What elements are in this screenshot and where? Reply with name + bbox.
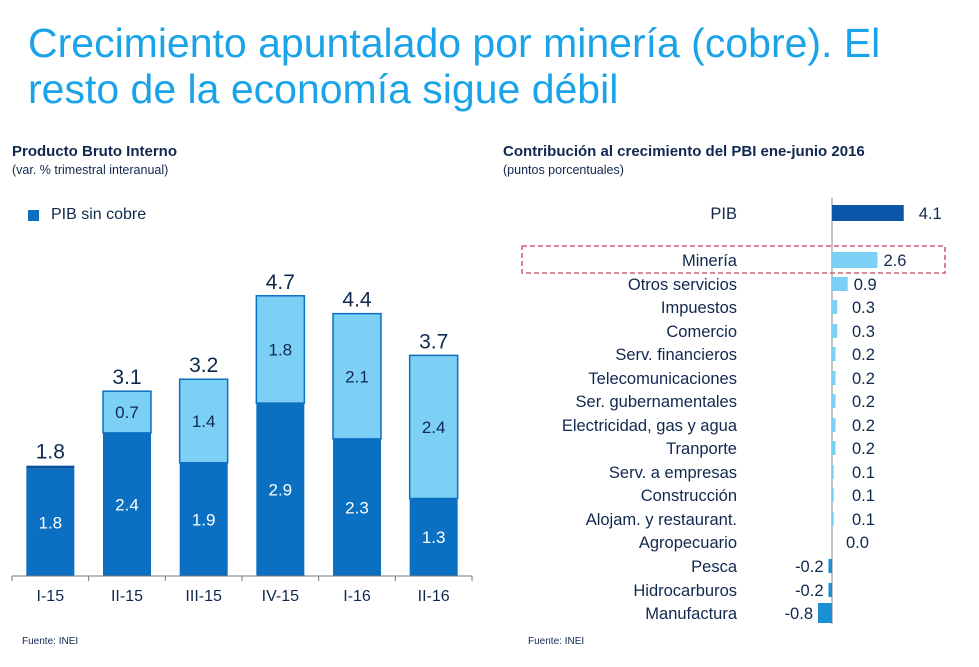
x-tick-label: I-16 bbox=[343, 588, 371, 605]
bar-pib-sin-cobre-III-15 bbox=[179, 462, 228, 576]
data-label-pib-sin-cobre: 1.9 bbox=[192, 510, 216, 529]
data-label-pib-sin-cobre: 2.3 bbox=[345, 498, 369, 517]
data-label: 4.1 bbox=[919, 205, 942, 223]
bar-cap-I-15 bbox=[26, 465, 75, 469]
bar-Serv. financieros bbox=[832, 347, 836, 361]
data-label: -0.2 bbox=[795, 582, 823, 600]
bar-Construcción bbox=[832, 488, 834, 502]
total-label: 1.8 bbox=[36, 441, 65, 464]
bar-Manufactura bbox=[818, 603, 832, 623]
data-label-cobre: 0.7 bbox=[115, 403, 139, 422]
data-label-cobre: 1.8 bbox=[269, 340, 293, 359]
data-label-cobre: 2.1 bbox=[345, 367, 369, 386]
category-label: Construcción bbox=[641, 487, 737, 505]
category-label: Comercio bbox=[666, 323, 737, 341]
bar-Comercio bbox=[832, 324, 838, 338]
category-label: Manufactura bbox=[645, 605, 738, 623]
data-label: 0.1 bbox=[852, 464, 875, 482]
category-label: PIB bbox=[710, 205, 737, 223]
category-label: Ser. gubernamentales bbox=[576, 393, 737, 411]
data-label-pib-sin-cobre: 2.9 bbox=[269, 481, 293, 500]
data-label: 0.9 bbox=[854, 276, 877, 294]
bar-cobre-III-15 bbox=[178, 378, 229, 464]
bar-cobre-IV-15 bbox=[255, 295, 306, 404]
bar-Serv. a empresas bbox=[832, 465, 834, 479]
x-tick-label: I-15 bbox=[37, 588, 65, 605]
category-label: Alojam. y restaurant. bbox=[586, 511, 737, 529]
highlight-box-mineria bbox=[521, 245, 946, 274]
category-label: Agropecuario bbox=[639, 534, 737, 552]
bar-Electricidad, gas y agua bbox=[832, 418, 836, 432]
bar-pib-sin-cobre-I-16 bbox=[333, 438, 381, 576]
x-tick-label: III-15 bbox=[185, 588, 222, 605]
bar-Ser. gubernamentales bbox=[832, 394, 836, 408]
data-label: 0.2 bbox=[852, 417, 875, 435]
total-label: 3.7 bbox=[419, 330, 448, 353]
total-label: 4.7 bbox=[266, 271, 295, 294]
data-label: -0.2 bbox=[795, 558, 823, 576]
x-tick-label: II-16 bbox=[418, 588, 450, 605]
bar-Impuestos bbox=[832, 300, 838, 314]
data-label-cobre: 2.4 bbox=[422, 418, 446, 437]
page-title: Crecimiento apuntalado por minería (cobr… bbox=[28, 20, 881, 112]
bar-Alojam. y restaurant. bbox=[832, 512, 834, 526]
x-tick-label: IV-15 bbox=[262, 588, 299, 605]
data-label: 0.3 bbox=[852, 323, 875, 341]
category-label: Serv. a empresas bbox=[609, 464, 737, 482]
category-label: Electricidad, gas y agua bbox=[562, 417, 738, 435]
category-label: Serv. financieros bbox=[615, 346, 737, 364]
total-label: 3.1 bbox=[112, 366, 141, 389]
legend: PIB sin cobre bbox=[28, 206, 146, 224]
bar-pib-sin-cobre-II-15 bbox=[103, 432, 151, 576]
bar-pib-sin-cobre-IV-15 bbox=[256, 403, 305, 576]
total-label: 4.4 bbox=[342, 289, 372, 312]
bar-pib-sin-cobre-II-16 bbox=[409, 498, 458, 576]
left-chart-source: Fuente: INEI bbox=[22, 636, 79, 647]
legend-label-pib-sin-cobre: PIB sin cobre bbox=[51, 206, 147, 223]
x-tick-label: II-15 bbox=[111, 588, 143, 605]
category-label: Impuestos bbox=[661, 299, 737, 317]
category-label: Otros servicios bbox=[628, 276, 737, 294]
bar-pib-sin-cobre-I-15 bbox=[26, 468, 75, 576]
data-label: 0.2 bbox=[852, 393, 875, 411]
category-label: Minería bbox=[682, 252, 738, 270]
total-label: 3.2 bbox=[189, 354, 218, 377]
bar-PIB bbox=[832, 205, 904, 221]
data-label-pib-sin-cobre: 1.3 bbox=[422, 528, 446, 547]
left-chart-title: Producto Bruto Interno bbox=[12, 143, 177, 160]
category-label: Hidrocarburos bbox=[633, 582, 737, 600]
category-label: Pesca bbox=[691, 558, 738, 576]
data-label: -0.8 bbox=[785, 605, 813, 623]
data-label: 0.2 bbox=[852, 346, 875, 364]
data-label: 2.6 bbox=[884, 252, 907, 270]
bar-cobre-I-16 bbox=[332, 312, 382, 440]
left-chart-subtitle: (var. % trimestral interanual) bbox=[12, 163, 169, 177]
bar-Minería bbox=[832, 252, 878, 268]
data-label: 0.3 bbox=[852, 299, 875, 317]
bar-Telecomunicaciones bbox=[832, 371, 836, 385]
category-label: Tranporte bbox=[666, 440, 737, 458]
legend-swatch-pib-sin-cobre bbox=[28, 209, 39, 221]
bar-cobre-II-16 bbox=[408, 354, 459, 500]
right-chart-source: Fuente: INEI bbox=[528, 636, 585, 647]
right-chart-title: Contribución al crecimiento del PBI ene-… bbox=[503, 143, 865, 160]
data-label: 0.1 bbox=[852, 511, 875, 529]
data-label: 0.0 bbox=[846, 534, 869, 552]
data-label-pib-sin-cobre: 1.8 bbox=[39, 513, 63, 532]
data-label: 0.2 bbox=[852, 440, 875, 458]
data-label: 0.2 bbox=[852, 370, 875, 388]
bar-Pesca bbox=[828, 559, 832, 573]
bar-Hidrocarburos bbox=[828, 583, 832, 597]
bar-cobre-II-15 bbox=[102, 390, 152, 434]
data-label-pib-sin-cobre: 2.4 bbox=[115, 495, 139, 514]
data-label-cobre: 1.4 bbox=[192, 412, 216, 431]
bar-Tranporte bbox=[832, 441, 836, 455]
right-chart-subtitle: (puntos porcentuales) bbox=[503, 163, 624, 177]
category-label: Telecomunicaciones bbox=[588, 370, 737, 388]
data-label: 0.1 bbox=[852, 487, 875, 505]
bar-Otros servicios bbox=[832, 277, 848, 291]
